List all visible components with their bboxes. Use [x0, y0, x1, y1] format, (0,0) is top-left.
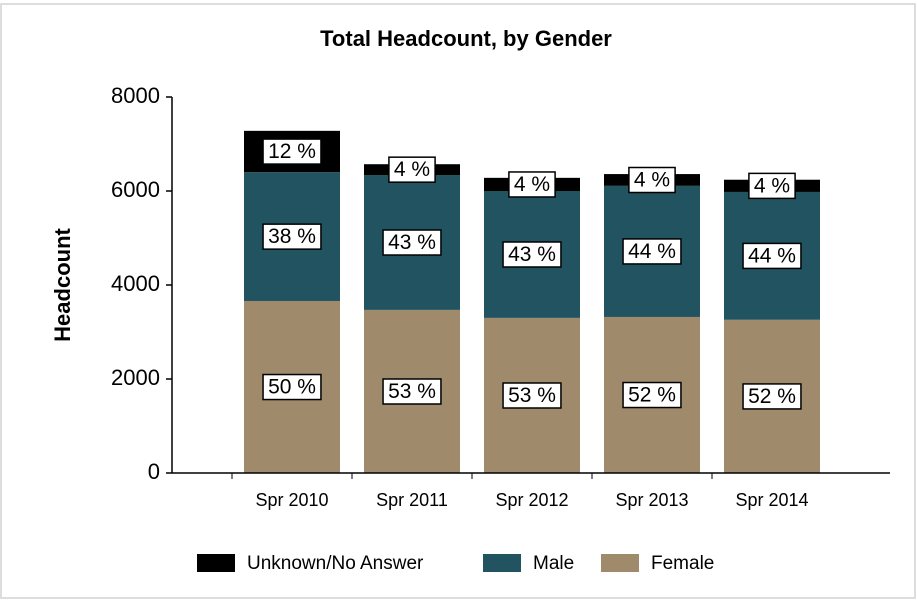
x-tick-label: Spr 2011	[376, 490, 448, 510]
data-label-box	[502, 241, 562, 268]
x-tick-label: Spr 2012	[495, 490, 568, 510]
y-tick-label: 2000	[111, 365, 160, 390]
legend-label: Unknown/No Answer	[247, 553, 424, 574]
y-tick-label: 4000	[111, 271, 160, 296]
data-label-box	[622, 381, 682, 409]
data-label: 44 %	[748, 244, 796, 267]
y-axis-label: Headcount	[50, 227, 75, 341]
data-label: 53 %	[388, 380, 436, 403]
data-label: 4 %	[634, 169, 670, 192]
data-label-box	[628, 166, 676, 194]
data-label-box	[502, 382, 562, 409]
data-label: 4 %	[514, 173, 550, 196]
legend-label: Male	[533, 553, 574, 574]
y-tick-label: 6000	[111, 177, 160, 202]
data-label: 4 %	[394, 158, 430, 181]
data-label: 4 %	[754, 174, 790, 197]
data-label-box	[742, 242, 802, 270]
data-label-box	[388, 156, 436, 183]
legend-label: Female	[651, 553, 714, 574]
y-tick-label: 8000	[111, 83, 160, 108]
data-label-box	[382, 378, 442, 405]
data-label-box	[262, 223, 322, 250]
data-label: 53 %	[508, 384, 556, 407]
data-label-box	[742, 383, 802, 410]
data-label: 50 %	[268, 376, 316, 399]
data-label: 12 %	[268, 140, 316, 163]
data-label: 38 %	[268, 225, 316, 248]
data-label-box	[382, 229, 442, 256]
data-label: 43 %	[388, 231, 436, 254]
data-label: 52 %	[748, 385, 796, 408]
data-label-box	[622, 238, 682, 265]
x-tick-label: Spr 2013	[615, 490, 688, 510]
legend-swatch	[483, 554, 521, 572]
data-label-box	[262, 138, 322, 165]
data-label: 52 %	[628, 384, 676, 407]
y-tick-label: 0	[148, 459, 160, 484]
chart-title: Total Headcount, by Gender	[320, 26, 612, 51]
x-tick-label: Spr 2010	[255, 490, 328, 510]
legend-swatch	[197, 554, 235, 572]
data-label-box	[262, 373, 322, 401]
data-label-box	[748, 172, 796, 200]
data-label: 43 %	[508, 243, 556, 266]
data-label: 44 %	[628, 240, 676, 263]
legend-swatch	[601, 554, 639, 572]
x-tick-label: Spr 2014	[735, 490, 808, 510]
data-label-box	[508, 171, 556, 198]
